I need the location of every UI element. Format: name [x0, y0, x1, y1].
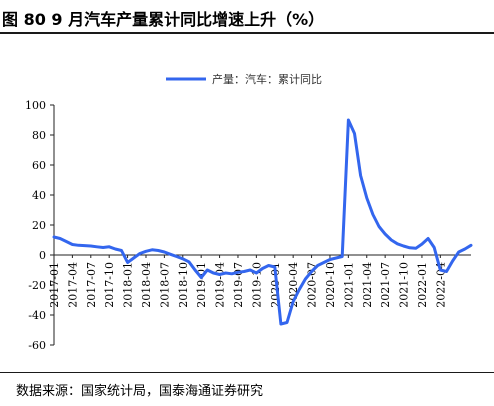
- x-tick-label: 2021-04: [361, 262, 374, 308]
- y-tick-label: 60: [32, 159, 46, 172]
- y-tick-label: -20: [28, 279, 46, 292]
- x-tick-label: 2017-10: [103, 262, 116, 308]
- series-line: [52, 118, 473, 326]
- y-tick-label: 80: [32, 129, 46, 142]
- x-tick-label: 2021-07: [379, 262, 392, 308]
- x-tick-label: 2018-07: [158, 262, 171, 308]
- x-tick-label: 2017-04: [66, 262, 79, 308]
- source-note: 数据来源：国家统计局，国泰海通证券研究: [16, 384, 264, 399]
- x-tick-label: 2020-07: [306, 262, 319, 308]
- x-tick-label: 2018-10: [177, 262, 190, 308]
- chart-title: 图 80 9 月汽车产量累计同比增速上升（%）: [2, 10, 325, 29]
- x-tick-label: 2020-10: [324, 262, 337, 308]
- x-tick-label: 2017-07: [85, 262, 98, 308]
- x-tick-label: 2022-04: [434, 262, 447, 308]
- series-group: [52, 118, 473, 326]
- legend: 产量：汽车：累计同比: [166, 72, 322, 86]
- y-tick-label: -60: [28, 339, 46, 352]
- x-tick-label: 2019-10: [250, 262, 263, 308]
- x-tick-label: 2019-04: [214, 262, 227, 308]
- legend-label: 产量：汽车：累计同比: [212, 72, 322, 86]
- x-tick-label: 2022-01: [416, 262, 429, 308]
- y-tick-label: 20: [32, 219, 46, 232]
- y-tick-label: 100: [25, 99, 46, 112]
- x-tick-label: 2021-10: [398, 262, 411, 308]
- y-tick-label: -40: [28, 309, 46, 322]
- x-tick-label: 2019-07: [232, 262, 245, 308]
- x-tick-label: 2018-04: [140, 262, 153, 308]
- x-tick-label: 2021-01: [342, 262, 355, 308]
- footer-rule: [0, 372, 494, 373]
- axes: 100 80 60 40 20 0 -20 -40 -60 2017-01 2017-04 2017-…: [25, 99, 471, 352]
- y-tick-label: 0: [39, 249, 46, 262]
- x-tick-label: 2019-01: [195, 262, 208, 308]
- title-rule: [0, 32, 494, 34]
- x-tick-label: 2018-01: [122, 262, 135, 308]
- y-tick-label: 40: [32, 189, 46, 202]
- x-tick-label: 2017-01: [48, 262, 61, 308]
- line-chart: 产量：汽车：累计同比 100 80 60 40 20 0 -20 -40 -60 2017-01 2…: [25, 72, 473, 352]
